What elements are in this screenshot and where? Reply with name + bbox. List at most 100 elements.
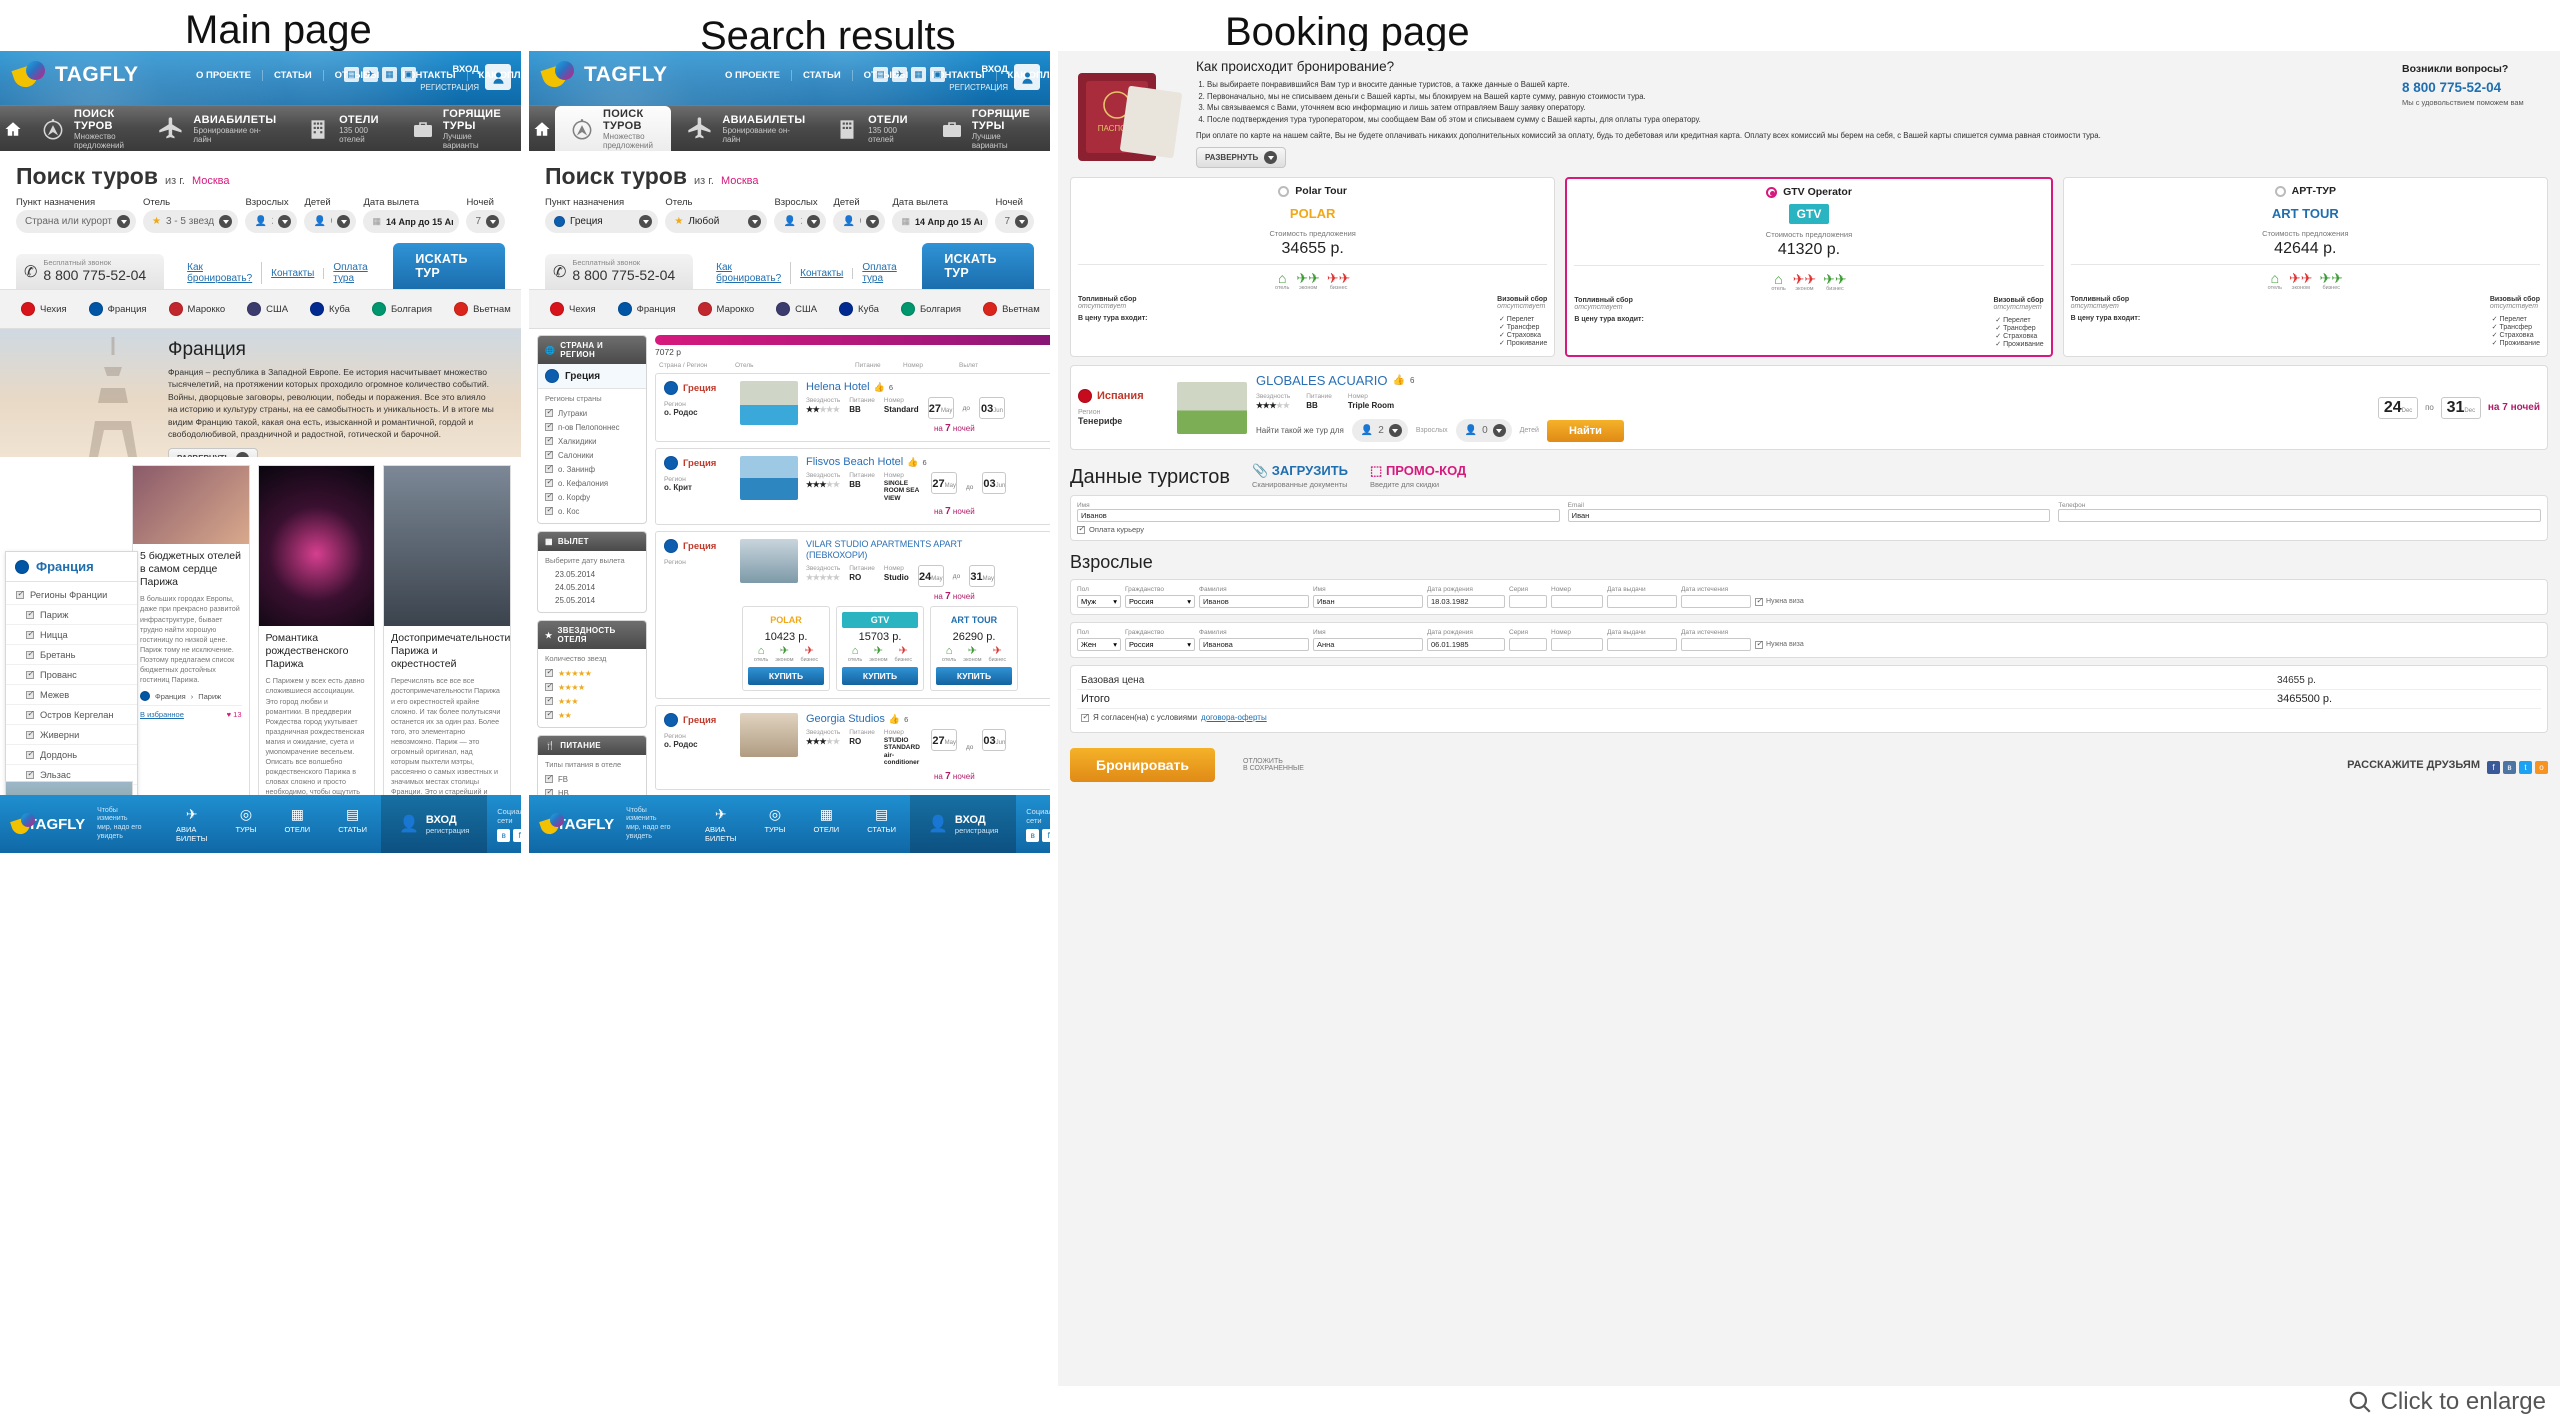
price-range-slider[interactable] — [655, 335, 1050, 345]
hotel-thumbnail[interactable] — [740, 539, 798, 584]
checkbox-icon[interactable] — [26, 669, 34, 679]
footer-login[interactable]: 👤 ВХОД регистрация — [910, 795, 1017, 853]
checkbox-icon[interactable] — [26, 629, 34, 639]
gender-select[interactable]: Жен ▾ — [1077, 638, 1121, 651]
checkbox-icon[interactable] — [545, 449, 553, 459]
operator-option[interactable]: АРТ-ТУР ART TOUR Стоимость предложения 4… — [2062, 177, 2548, 357]
offers-toggle[interactable]: +1предложение⌄ — [1006, 730, 1050, 739]
facebook-icon[interactable]: f — [1042, 828, 1050, 842]
login-block[interactable]: ВХОД РЕГИСТРАЦИЯ — [949, 64, 1008, 96]
offers-toggle[interactable]: +3предложения⌃ — [1006, 556, 1050, 565]
hotel-thumbnail[interactable] — [740, 456, 798, 500]
facebook-icon[interactable]: f — [2487, 760, 2500, 774]
checkbox-icon[interactable] — [1081, 712, 1089, 722]
country-item-bulgaria[interactable]: Болгария — [890, 302, 972, 316]
filter-option[interactable]: о. Кефалония — [545, 476, 639, 490]
link-contacts[interactable]: Контакты — [262, 267, 325, 279]
country-item-usa[interactable]: США — [236, 302, 299, 316]
link-contacts[interactable]: Контакты — [791, 267, 854, 279]
nav-item-tours[interactable]: ПОИСК ТУРОВ Множество предложений — [26, 106, 142, 152]
region-item[interactable]: Живерни — [6, 725, 137, 745]
footer-item-tours[interactable]: ◎ ТУРЫ — [764, 805, 786, 834]
vk-icon[interactable]: в — [497, 828, 511, 842]
passport-number-input[interactable] — [1551, 595, 1603, 608]
country-item-czech[interactable]: Чехия — [10, 302, 78, 316]
search-tour-button[interactable]: ИСКАТЬ ТУР — [922, 243, 1034, 289]
login-block[interactable]: ВХОД РЕГИСТРАЦИЯ — [420, 64, 479, 96]
checkbox-icon[interactable] — [545, 421, 553, 431]
gender-select[interactable]: Муж ▾ — [1077, 595, 1121, 608]
checkbox-icon[interactable] — [545, 681, 553, 691]
region-item[interactable]: Дордонь — [6, 745, 137, 765]
home-icon[interactable] — [529, 120, 555, 138]
departure-date-select[interactable]: ▦ 14 Апр до 15 Апр — [892, 210, 989, 233]
footer-login[interactable]: 👤 ВХОД регистрация — [381, 795, 488, 853]
buy-button[interactable]: КУПИТЬ — [936, 667, 1012, 685]
footer-item-articles[interactable]: ▤ СТАТЬИ — [867, 805, 896, 834]
link-tour-payment[interactable]: Оплата тура — [333, 262, 368, 284]
save-later-button[interactable]: ОТЛОЖИТЬ В СОХРАНЕННЫЕ — [1243, 758, 1304, 772]
date-to-chip[interactable]: 03Jun — [982, 472, 1007, 494]
country-item-france[interactable]: Франция — [607, 302, 687, 316]
add-favorite-link[interactable]: В избранное — [140, 710, 184, 720]
footer-item-flights[interactable]: ✈ АВИА БИЛЕТЫ — [175, 805, 208, 843]
nav-item-flights[interactable]: АВИАБИЛЕТЫ Бронирование он-лайн — [142, 106, 291, 152]
footer-logo[interactable]: TAGFLY Чтобы изменить мир, надо его увид… — [10, 807, 144, 842]
logo[interactable]: TAGFLY — [540, 61, 668, 91]
bag-small-icon[interactable]: ▣ — [401, 67, 416, 82]
operator-option-selected[interactable]: GTV Operator GTV Стоимость предложения 4… — [1565, 177, 2053, 357]
monitor-icon[interactable]: ▤ — [873, 67, 888, 82]
departure-date-select[interactable]: ▦ 14 Апр до 15 Апр — [363, 210, 460, 233]
from-city[interactable]: Москва — [720, 175, 759, 187]
footer-item-hotels[interactable]: ▦ ОТЕЛИ — [284, 805, 311, 834]
avatar[interactable] — [1014, 64, 1040, 90]
firstname-input[interactable]: Анна — [1313, 638, 1423, 651]
footer-item-flights[interactable]: ✈ АВИА БИЛЕТЫ — [704, 805, 737, 843]
region-item[interactable]: Остров Кергелан — [6, 705, 137, 725]
region-item[interactable]: Париж — [6, 605, 137, 625]
region-item[interactable]: Прованс — [6, 665, 137, 685]
promo-code-button[interactable]: ⬚ ПРОМО-КОД Введите для скидки — [1370, 463, 1467, 489]
checkbox-icon[interactable] — [16, 589, 24, 599]
hotel-select[interactable]: ★ Любой — [665, 210, 768, 233]
checkbox-icon[interactable] — [1755, 639, 1763, 649]
passport-series-input[interactable] — [1509, 638, 1547, 651]
destination-select[interactable]: Страна или курорт — [16, 210, 136, 233]
footer-item-hotels[interactable]: ▦ ОТЕЛИ — [813, 805, 840, 834]
result-row-expanded[interactable]: Греция Регион VILAR STUDIO APARTMENTS AP… — [655, 531, 1050, 699]
article-card[interactable]: Достопримечательности Парижа и окрестнос… — [383, 465, 511, 846]
nav-item-tours[interactable]: ПОИСК ТУРОВ Множество предложений — [555, 105, 671, 152]
topnav-articles[interactable]: СТАТЬИ — [263, 70, 324, 81]
hotel-select[interactable]: ★ 3 - 5 звезд — [143, 210, 239, 233]
expiry-date-input[interactable] — [1681, 638, 1751, 651]
country-item-morocco[interactable]: Марокко — [687, 302, 766, 316]
passport-number-input[interactable] — [1551, 638, 1603, 651]
filter-option[interactable]: п-ов Пелопоннес — [545, 420, 639, 434]
footer-item-tours[interactable]: ◎ ТУРЫ — [235, 805, 257, 834]
phone-input[interactable] — [2058, 509, 2542, 522]
surname-input[interactable]: Иванов — [1199, 595, 1309, 608]
result-row[interactable]: Греция Регион о. Родос Georgia Studios 👍… — [655, 705, 1050, 790]
passport-series-input[interactable] — [1509, 595, 1547, 608]
nights-select[interactable]: 7 — [995, 210, 1034, 233]
topnav-contacts[interactable]: КОНТАКТЫ — [391, 70, 468, 81]
result-row[interactable]: Греция Регион о. Крит Flisvos Beach Hote… — [655, 448, 1050, 526]
expand-button[interactable]: РАЗВЕРНУТЬ — [168, 447, 259, 457]
country-item-vietnam[interactable]: Вьетнам — [972, 302, 1050, 316]
checkbox-icon[interactable] — [26, 729, 34, 739]
checkbox-icon[interactable] — [545, 773, 553, 783]
hotel-thumbnail[interactable] — [740, 381, 798, 425]
nav-item-flights[interactable]: АВИАБИЛЕТЫ Бронирование он-лайн — [671, 106, 820, 152]
issue-date-input[interactable] — [1607, 595, 1677, 608]
checkbox-icon[interactable] — [1077, 524, 1085, 534]
filter-date-option[interactable]: 25.05.2014 — [555, 596, 596, 605]
checkbox-icon[interactable] — [545, 463, 553, 473]
plane-small-icon[interactable]: ✈ — [363, 67, 378, 82]
nav-item-hot-tours[interactable]: ГОРЯЩИЕ ТУРЫ Лучшие варианты — [926, 106, 1050, 152]
twitter-icon[interactable]: t — [2519, 760, 2532, 774]
click-to-enlarge[interactable]: Click to enlarge — [2347, 1388, 2546, 1416]
hotel-name-row[interactable]: VILAR STUDIO APARTMENTS APART (ПЕВКОХОРИ… — [806, 539, 1006, 561]
checkbox-icon[interactable] — [26, 649, 34, 659]
footer-item-articles[interactable]: ▤ СТАТЬИ — [338, 805, 367, 834]
date-to-chip[interactable]: 31May — [969, 565, 996, 587]
